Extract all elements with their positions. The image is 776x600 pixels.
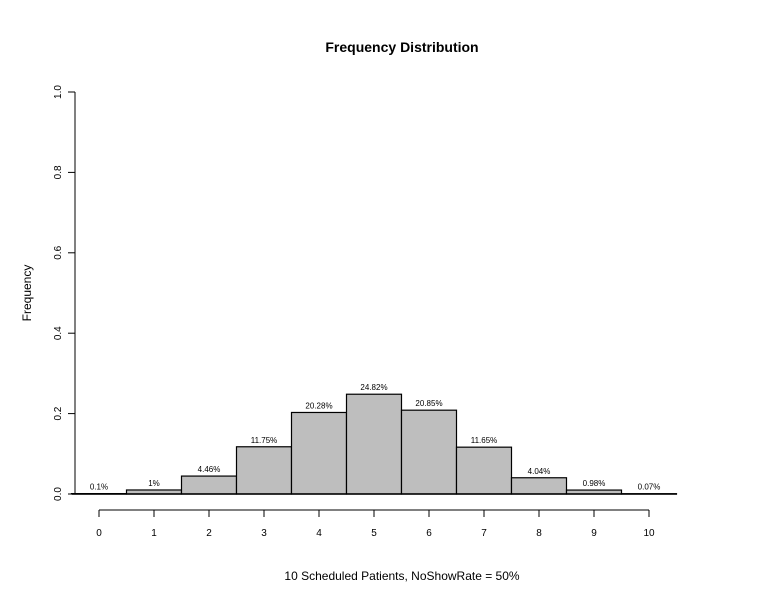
data-label-8: 4.04% xyxy=(528,467,551,476)
y-tick-label: 0.2 xyxy=(53,406,64,420)
bar-4 xyxy=(290,411,348,495)
data-label-5: 24.82% xyxy=(360,383,387,392)
x-tick-label: 7 xyxy=(481,528,487,539)
data-label-1: 1% xyxy=(148,479,160,488)
y-tick-label: 0.4 xyxy=(53,326,64,340)
bar-2 xyxy=(180,475,238,495)
bar-6 xyxy=(400,409,458,495)
bar-7 xyxy=(455,446,513,495)
data-label-4: 20.28% xyxy=(305,401,332,410)
data-label-9: 0.98% xyxy=(583,479,606,488)
y-tick-label: 1.0 xyxy=(53,85,64,99)
x-axis-label: 10 Scheduled Patients, NoShowRate = 50% xyxy=(284,569,519,583)
x-tick-label: 10 xyxy=(643,528,655,539)
data-label-0: 0.1% xyxy=(90,483,108,492)
x-tick-label: 9 xyxy=(591,528,597,539)
y-tick-label: 0.0 xyxy=(53,487,64,501)
chart-title: Frequency Distribution xyxy=(325,39,478,55)
data-label-3: 11.75% xyxy=(251,436,278,445)
bar-5 xyxy=(345,393,403,495)
bar-8 xyxy=(510,477,568,495)
y-tick-label: 0.8 xyxy=(53,165,64,179)
y-tick-label: 0.6 xyxy=(53,245,64,259)
data-label-10: 0.07% xyxy=(638,483,661,492)
x-tick-label: 8 xyxy=(536,528,542,539)
data-label-6: 20.85% xyxy=(415,399,442,408)
bar-3 xyxy=(235,446,293,495)
x-tick-label: 5 xyxy=(371,528,377,539)
data-label-2: 4.46% xyxy=(198,465,221,474)
x-tick-label: 1 xyxy=(151,528,157,539)
y-axis-label: Frequency xyxy=(20,265,34,322)
x-tick-label: 2 xyxy=(206,528,212,539)
x-tick-label: 4 xyxy=(316,528,322,539)
x-tick-label: 6 xyxy=(426,528,432,539)
data-label-7: 11.65% xyxy=(471,436,498,445)
x-tick-label: 3 xyxy=(261,528,267,539)
x-tick-label: 0 xyxy=(96,528,102,539)
